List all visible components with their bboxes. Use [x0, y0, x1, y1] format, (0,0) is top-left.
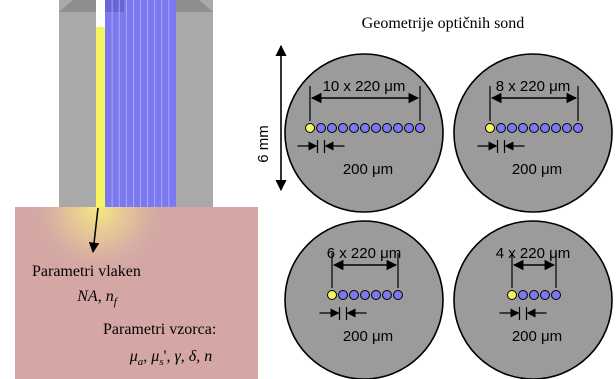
detector-fiber-dot: [529, 290, 539, 300]
detector-fiber-dot: [540, 290, 550, 300]
detector-fiber-dot: [393, 290, 403, 300]
span-label: 4 x 220 μm: [496, 245, 571, 262]
detector-fiber-dot: [338, 123, 348, 133]
pitch-label: 200 μm: [343, 161, 393, 178]
fiber-params-label: Parametri vlaken: [32, 263, 141, 280]
probe-bevel-right: [176, 0, 213, 12]
scale-label: 6 mm: [255, 125, 272, 163]
span-label: 10 x 220 μm: [323, 78, 406, 95]
detector-fiber-dot: [496, 123, 506, 133]
fiber-params-values: NA, nf: [76, 288, 118, 308]
detector-fiber-dot: [518, 123, 528, 133]
detector-fiber-dot: [316, 123, 326, 133]
source-fiber: [96, 27, 105, 207]
probe-geometry-4: 4 x 220 μm 200 μm: [453, 220, 613, 379]
detector-fiber-dot: [371, 290, 381, 300]
probe-bevel-left: [59, 0, 96, 12]
detector-fiber-dot: [382, 290, 392, 300]
source-fiber-dot: [327, 290, 337, 300]
detector-fiber-dot: [551, 123, 561, 133]
geometries-title: Geometrije optičnih sond: [362, 15, 525, 32]
detector-fiber-dot: [327, 123, 337, 133]
sample-params-values: μa, μs', γ, δ, n: [129, 348, 212, 368]
detector-fiber-dot: [360, 123, 370, 133]
fiber-pointer-arrow: [88, 207, 100, 254]
pitch-label: 200 μm: [512, 161, 562, 178]
sample-params-label: Parametri vzorca:: [103, 321, 216, 338]
detector-fiber-dot: [540, 123, 550, 133]
span-label: 6 x 220 μm: [327, 245, 402, 262]
pitch-label: 200 μm: [512, 328, 562, 345]
detector-fiber-dot: [371, 123, 381, 133]
probe-face-disk: [453, 220, 613, 379]
probe-geometry-1: 10 x 220 μm 200 μm: [284, 53, 444, 213]
probe-side-view: [59, 0, 213, 207]
detector-fiber-dot: [360, 290, 370, 300]
detector-fiber-dot: [338, 290, 348, 300]
source-fiber-dot: [507, 290, 517, 300]
probe-housing-left: [59, 0, 96, 207]
detector-fiber-dot: [382, 123, 392, 133]
detector-fiber-dot: [415, 123, 425, 133]
detector-fiber-dot: [518, 290, 528, 300]
probe-geometry-2: 8 x 220 μm 200 μm: [453, 53, 613, 213]
source-fiber-dot: [305, 123, 315, 133]
probe-face-disk: [284, 220, 444, 379]
detector-fiber-dot: [562, 123, 572, 133]
source-fiber-dot: [485, 123, 495, 133]
detector-fiber-dot: [573, 123, 583, 133]
detector-fibers: [105, 0, 176, 207]
detector-fiber-dot: [404, 123, 414, 133]
detector-fiber-dot: [349, 290, 359, 300]
detector-fiber-dot: [349, 123, 359, 133]
light-glow: [15, 207, 258, 379]
detector-fiber-dot: [551, 290, 561, 300]
detector-fiber-dot: [529, 123, 539, 133]
detector-fiber-dot: [393, 123, 403, 133]
detector-fiber-bevel: [105, 0, 124, 12]
probe-housing-right: [176, 0, 213, 207]
sample-block: [15, 207, 258, 379]
detector-fiber-dot: [507, 123, 517, 133]
probe-geometry-3: 6 x 220 μm 200 μm: [284, 220, 444, 379]
span-label: 8 x 220 μm: [496, 78, 571, 95]
pitch-label: 200 μm: [343, 328, 393, 345]
